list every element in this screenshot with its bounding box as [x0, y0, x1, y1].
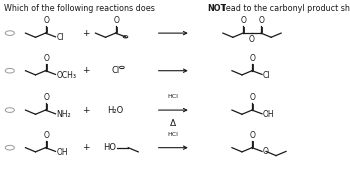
Text: Δ: Δ	[170, 119, 176, 128]
Text: O: O	[250, 54, 256, 63]
Text: −: −	[120, 65, 124, 70]
Text: O: O	[240, 16, 246, 25]
Text: O: O	[249, 35, 255, 44]
Text: NOT: NOT	[208, 4, 227, 13]
Text: HCl: HCl	[168, 132, 179, 137]
Text: lead to the carbonyl product shown?: lead to the carbonyl product shown?	[221, 4, 350, 13]
Text: +: +	[82, 29, 90, 38]
Text: Cl: Cl	[56, 33, 64, 42]
Text: Cl: Cl	[111, 66, 120, 75]
Text: OH: OH	[56, 148, 68, 157]
Text: +: +	[82, 66, 90, 75]
Text: OCH₃: OCH₃	[56, 71, 76, 80]
Text: O: O	[263, 147, 269, 156]
Text: OH: OH	[263, 110, 274, 119]
Text: O: O	[43, 131, 49, 140]
Text: +: +	[82, 143, 90, 152]
Text: HO: HO	[103, 143, 117, 152]
Text: −: −	[123, 34, 128, 39]
Text: H₂O: H₂O	[107, 106, 124, 115]
Text: O: O	[250, 131, 256, 140]
Text: Cl: Cl	[263, 71, 271, 80]
Text: O: O	[43, 16, 49, 25]
Text: O: O	[43, 54, 49, 63]
Text: O: O	[250, 93, 256, 102]
Text: Which of the following reactions does: Which of the following reactions does	[4, 4, 158, 13]
Text: O: O	[113, 16, 119, 25]
Text: NH₂: NH₂	[56, 110, 71, 119]
Text: HCl: HCl	[168, 94, 179, 99]
Text: O: O	[43, 93, 49, 102]
Text: +: +	[82, 106, 90, 115]
Text: O: O	[259, 16, 265, 25]
